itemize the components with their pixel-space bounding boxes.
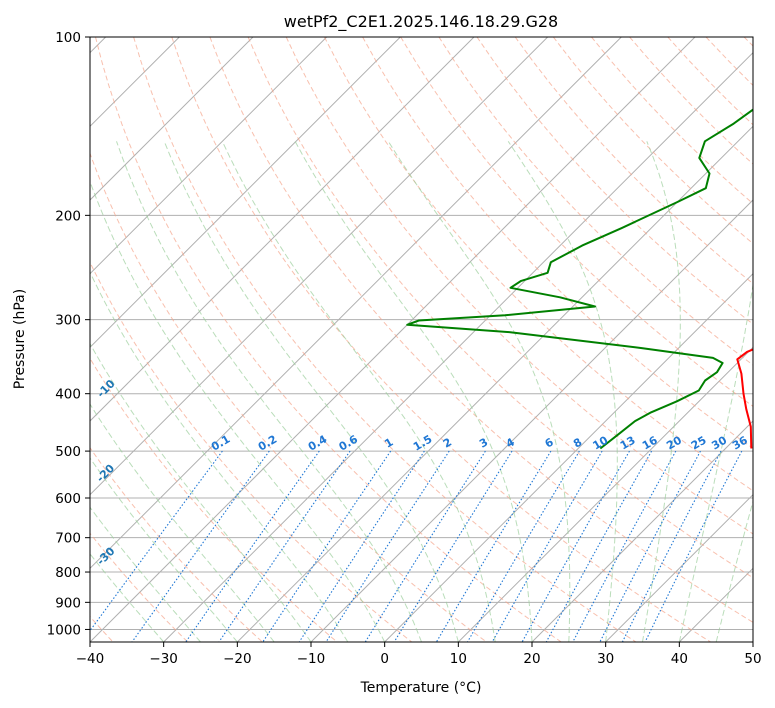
dry-adiabat-line bbox=[90, 532, 189, 642]
dry-adiabat-line bbox=[171, 37, 711, 642]
isotherm-line bbox=[90, 37, 328, 275]
moist-adiabat-line bbox=[507, 141, 618, 642]
y-tick-label: 600 bbox=[55, 491, 81, 507]
mixing-ratio-layer bbox=[90, 450, 743, 642]
x-tick-label: −30 bbox=[149, 651, 178, 667]
chart-title: wetPf2_C2E1.2025.146.18.29.G28 bbox=[284, 12, 558, 32]
mixing-ratio-line bbox=[545, 450, 653, 642]
mixing-ratio-line bbox=[572, 450, 677, 642]
isotherm-line bbox=[90, 37, 254, 201]
isotherm-line bbox=[90, 37, 401, 349]
plot-frame bbox=[89, 36, 754, 643]
moist-adiabat-line bbox=[387, 141, 571, 642]
profile-layer bbox=[406, 108, 753, 450]
mixing-ratio-line bbox=[218, 450, 351, 642]
mixing-ratio-line bbox=[364, 450, 486, 642]
isotherm-line bbox=[384, 272, 753, 642]
moist-adiabat-line bbox=[90, 342, 312, 642]
moist-adiabat-line bbox=[90, 180, 386, 642]
dry-adiabat-line bbox=[438, 37, 753, 366]
dry-adiabat-line bbox=[247, 37, 753, 579]
isotherm-line bbox=[236, 125, 753, 642]
isotherm-line bbox=[605, 493, 753, 642]
isotherm-line bbox=[90, 37, 475, 422]
isotherm-line bbox=[457, 346, 753, 642]
dry-adiabat-line bbox=[90, 152, 487, 642]
isotherm-line bbox=[163, 51, 753, 642]
mixing-ratio-line bbox=[298, 450, 425, 642]
x-tick-label: 50 bbox=[744, 651, 761, 667]
y-tick-label: 200 bbox=[55, 208, 81, 224]
dry-adiabat-line bbox=[323, 37, 753, 492]
mixing-ratio-line bbox=[644, 450, 743, 642]
moist-adiabat-line bbox=[90, 271, 349, 642]
moist-adiabat-line bbox=[116, 141, 422, 642]
dry-adiabat-line bbox=[209, 37, 753, 623]
x-tick-label: 20 bbox=[523, 651, 540, 667]
moist-adiabat-line bbox=[90, 403, 275, 642]
mixing-ratio-line bbox=[491, 450, 603, 642]
mixing-ratio-line bbox=[131, 450, 270, 642]
moist-adiabat-line bbox=[163, 141, 459, 642]
y-tick-label: 400 bbox=[55, 387, 81, 403]
isotherm-line bbox=[531, 420, 753, 642]
isotherm-line bbox=[90, 37, 549, 496]
x-tick-label: 40 bbox=[671, 651, 688, 667]
moist-adiabat-line bbox=[294, 141, 533, 642]
y-axis-label: Pressure (hPa) bbox=[12, 289, 28, 389]
dry-adiabat-line bbox=[90, 261, 413, 642]
moist-adiabat-line bbox=[642, 141, 681, 642]
x-tick-label: 30 bbox=[597, 651, 614, 667]
mixing-ratio-line bbox=[521, 450, 630, 642]
dry-adiabat-line bbox=[95, 37, 562, 642]
moist-adiabat-line bbox=[221, 141, 496, 642]
dry-adiabat-line bbox=[90, 357, 338, 642]
mixing-ratio-line bbox=[467, 450, 580, 642]
x-tick-label: 10 bbox=[450, 651, 467, 667]
mixing-ratio-line bbox=[621, 450, 722, 642]
y-tick-label: 900 bbox=[55, 595, 81, 611]
dry-adiabat-line bbox=[90, 446, 263, 642]
axes-layer: wetPf2_C2E1.2025.146.18.29.G28 Temperatu… bbox=[12, 12, 762, 696]
dry-adiabat-line bbox=[285, 37, 753, 535]
mixing-ratio-line bbox=[393, 450, 513, 642]
dry-adiabat-line bbox=[400, 37, 753, 407]
y-tick-label: 1000 bbox=[47, 622, 81, 638]
dry-adiabat-line bbox=[362, 37, 753, 449]
x-tick-label: −40 bbox=[76, 651, 105, 667]
x-tick-label: 0 bbox=[380, 651, 389, 667]
y-tick-label: 100 bbox=[55, 30, 81, 46]
y-tick-label: 500 bbox=[55, 444, 81, 460]
dry-adiabat-line bbox=[514, 37, 753, 285]
x-tick-label: −10 bbox=[297, 651, 326, 667]
y-tick-label: 700 bbox=[55, 531, 81, 547]
adiabat-layer bbox=[90, 37, 753, 642]
x-tick-label: −20 bbox=[223, 651, 252, 667]
moist-adiabat-line bbox=[715, 499, 753, 642]
mixing-ratio-line bbox=[185, 450, 320, 642]
y-tick-label: 800 bbox=[55, 565, 81, 581]
mixing-ratio-line bbox=[599, 450, 701, 642]
moist-adiabat-line bbox=[678, 282, 753, 642]
x-axis-label: Temperature (°C) bbox=[360, 680, 482, 696]
dry-adiabat-line bbox=[133, 37, 637, 642]
dewpoint-line bbox=[406, 108, 753, 450]
isotherm-line bbox=[90, 37, 622, 570]
mixing-ratio-line bbox=[90, 450, 223, 632]
y-tick-label: 300 bbox=[55, 313, 81, 329]
temperature-line bbox=[736, 348, 753, 449]
dry-adiabat-line bbox=[476, 37, 753, 325]
